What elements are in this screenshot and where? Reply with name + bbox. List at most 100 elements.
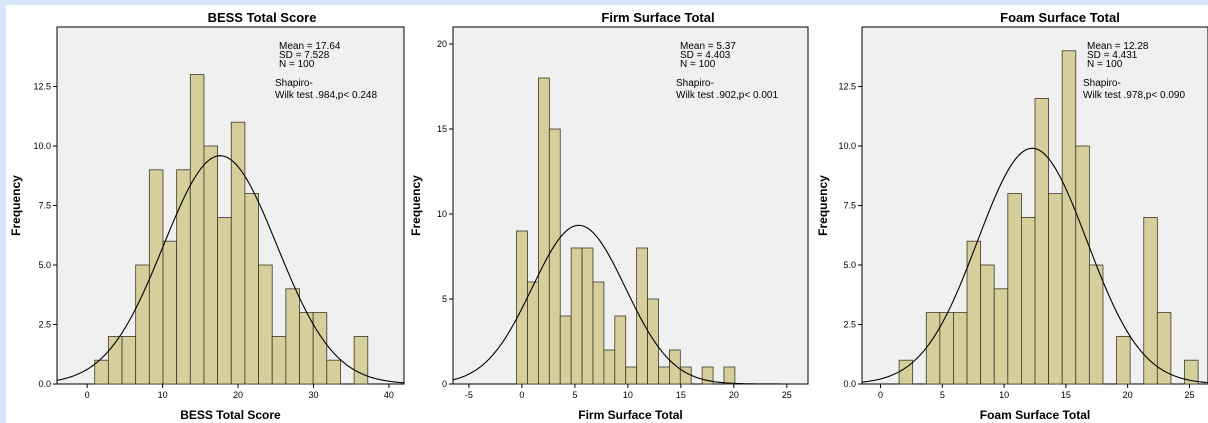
chart-title: Firm Surface Total [601, 10, 714, 25]
summary-stat-text: Mean = 12.28 [1087, 41, 1149, 52]
y-axis-label: Frequency [409, 175, 423, 236]
x-axis-label: Firm Surface Total [578, 408, 682, 422]
histogram-bar [1088, 264, 1104, 385]
histogram-bar [1007, 193, 1022, 385]
histogram-bar [353, 335, 369, 385]
x-tick-label: 30 [308, 390, 318, 400]
summary-stat-text: SD = 7.528 [279, 50, 330, 61]
normality-test-text: Wilk test .978,p< 0.090 [1083, 90, 1185, 101]
histogram-bar [312, 312, 328, 385]
histogram-bar [1143, 216, 1158, 385]
x-tick-label: 25 [1184, 390, 1194, 400]
histogram-bar [538, 77, 550, 385]
histogram-bar [217, 216, 232, 385]
histogram-bar [614, 315, 627, 385]
x-tick-label: 10 [999, 390, 1009, 400]
histogram-bar [148, 169, 164, 385]
x-axis-label: Foam Surface Total [980, 408, 1090, 422]
normality-test-text: Shapiro- [676, 78, 714, 89]
x-tick-label: 15 [676, 390, 686, 400]
histogram-bar [658, 366, 670, 385]
histogram-bar [570, 247, 583, 385]
histogram-bar [326, 359, 341, 385]
summary-stat-text: N = 100 [680, 59, 716, 70]
histogram-bar [980, 264, 995, 385]
y-axis-label: Frequency [9, 175, 23, 236]
y-tick-label: 5 [442, 294, 447, 304]
x-tick-label: 20 [233, 390, 243, 400]
summary-stat-text: N = 100 [1087, 59, 1123, 70]
chart-title: BESS Total Score [208, 10, 317, 25]
normal-curve [861, 147, 1208, 384]
y-axis-label: Frequency [816, 175, 830, 236]
normality-test-text: Shapiro- [275, 78, 313, 89]
x-tick-label: 40 [384, 390, 394, 400]
histogram-bar [1156, 312, 1172, 385]
summary-stat-text: Mean = 17.64 [279, 41, 341, 52]
histogram-bar [285, 288, 300, 385]
histogram-bar [189, 74, 205, 385]
x-tick-label: 25 [782, 390, 792, 400]
histogram-bar [647, 298, 659, 385]
histogram-bar [925, 312, 941, 385]
y-tick-label: 0 [442, 379, 447, 389]
y-tick-label: 2.5 [843, 320, 856, 330]
histogram-bar [1061, 50, 1077, 385]
histogram-bar [701, 366, 714, 385]
histogram-bar [592, 281, 605, 385]
histogram-bar [993, 288, 1009, 385]
summary-stat-text: SD = 4.431 [1087, 50, 1138, 61]
histogram-bar [679, 366, 692, 385]
y-tick-label: 10.0 [838, 141, 856, 151]
x-tick-label: -5 [465, 390, 473, 400]
y-tick-label: 10 [437, 209, 447, 219]
x-tick-label: 20 [729, 390, 739, 400]
histogram-bar [527, 281, 539, 385]
histogram-bar [603, 349, 616, 385]
normal-curve [56, 155, 405, 384]
y-tick-label: 10.0 [33, 141, 51, 151]
histogram-bar [94, 359, 109, 385]
histogram-bar [1034, 98, 1049, 385]
y-tick-label: 2.5 [38, 320, 51, 330]
x-tick-label: 15 [1061, 390, 1071, 400]
histogram-bar [953, 312, 968, 385]
histogram-panel-1: BESS Total Score 0.0 2.5 5.0 7.5 10.0 12.5 0 10 2… [9, 10, 405, 422]
x-tick-label: 5 [572, 390, 577, 400]
y-tick-label: 20 [437, 39, 447, 49]
histogram-bar [258, 264, 273, 385]
normality-test-text: Wilk test .984,p< 0.248 [275, 90, 377, 101]
y-tick-label: 12.5 [33, 82, 51, 92]
histogram-bar [271, 335, 287, 385]
histogram-panel-2: Firm Surface Total 0 5 10 15 20 -5 0 5 10 15 20 25 Fi… [409, 10, 809, 422]
histogram-bar [299, 312, 314, 385]
y-tick-label: 15 [437, 124, 447, 134]
x-tick-label: 10 [623, 390, 633, 400]
histogram-bar [121, 335, 137, 385]
summary-stat-text: N = 100 [279, 59, 315, 70]
histogram-bar [668, 349, 681, 385]
histogram-bar [162, 240, 178, 385]
histogram-bar [636, 247, 648, 385]
plot-area [452, 26, 809, 385]
x-axis-label: BESS Total Score [180, 408, 281, 422]
x-tick-label: 5 [940, 390, 945, 400]
y-tick-label: 5.0 [38, 260, 51, 270]
y-tick-label: 12.5 [838, 82, 856, 92]
y-tick-label: 7.5 [38, 201, 51, 211]
histogram-bar [548, 128, 561, 385]
histogram-panel-3: Foam Surface Total 0.0 2.5 5.0 7.5 10.0 12.5 0 5… [816, 10, 1208, 422]
y-tick-label: 5.0 [843, 260, 856, 270]
histogram-bar [1116, 335, 1131, 385]
summary-stat-text: Mean = 5.37 [680, 41, 736, 52]
histogram-bar [1021, 216, 1036, 385]
histogram-bar [559, 315, 572, 385]
normal-curve [452, 224, 808, 385]
x-tick-label: 10 [158, 390, 168, 400]
histogram-bar [1075, 145, 1090, 385]
y-tick-label: 7.5 [843, 201, 856, 211]
histogram-bar [176, 169, 191, 385]
x-tick-label: 0 [878, 390, 883, 400]
normality-test-text: Wilk test .902,p< 0.001 [676, 90, 778, 101]
